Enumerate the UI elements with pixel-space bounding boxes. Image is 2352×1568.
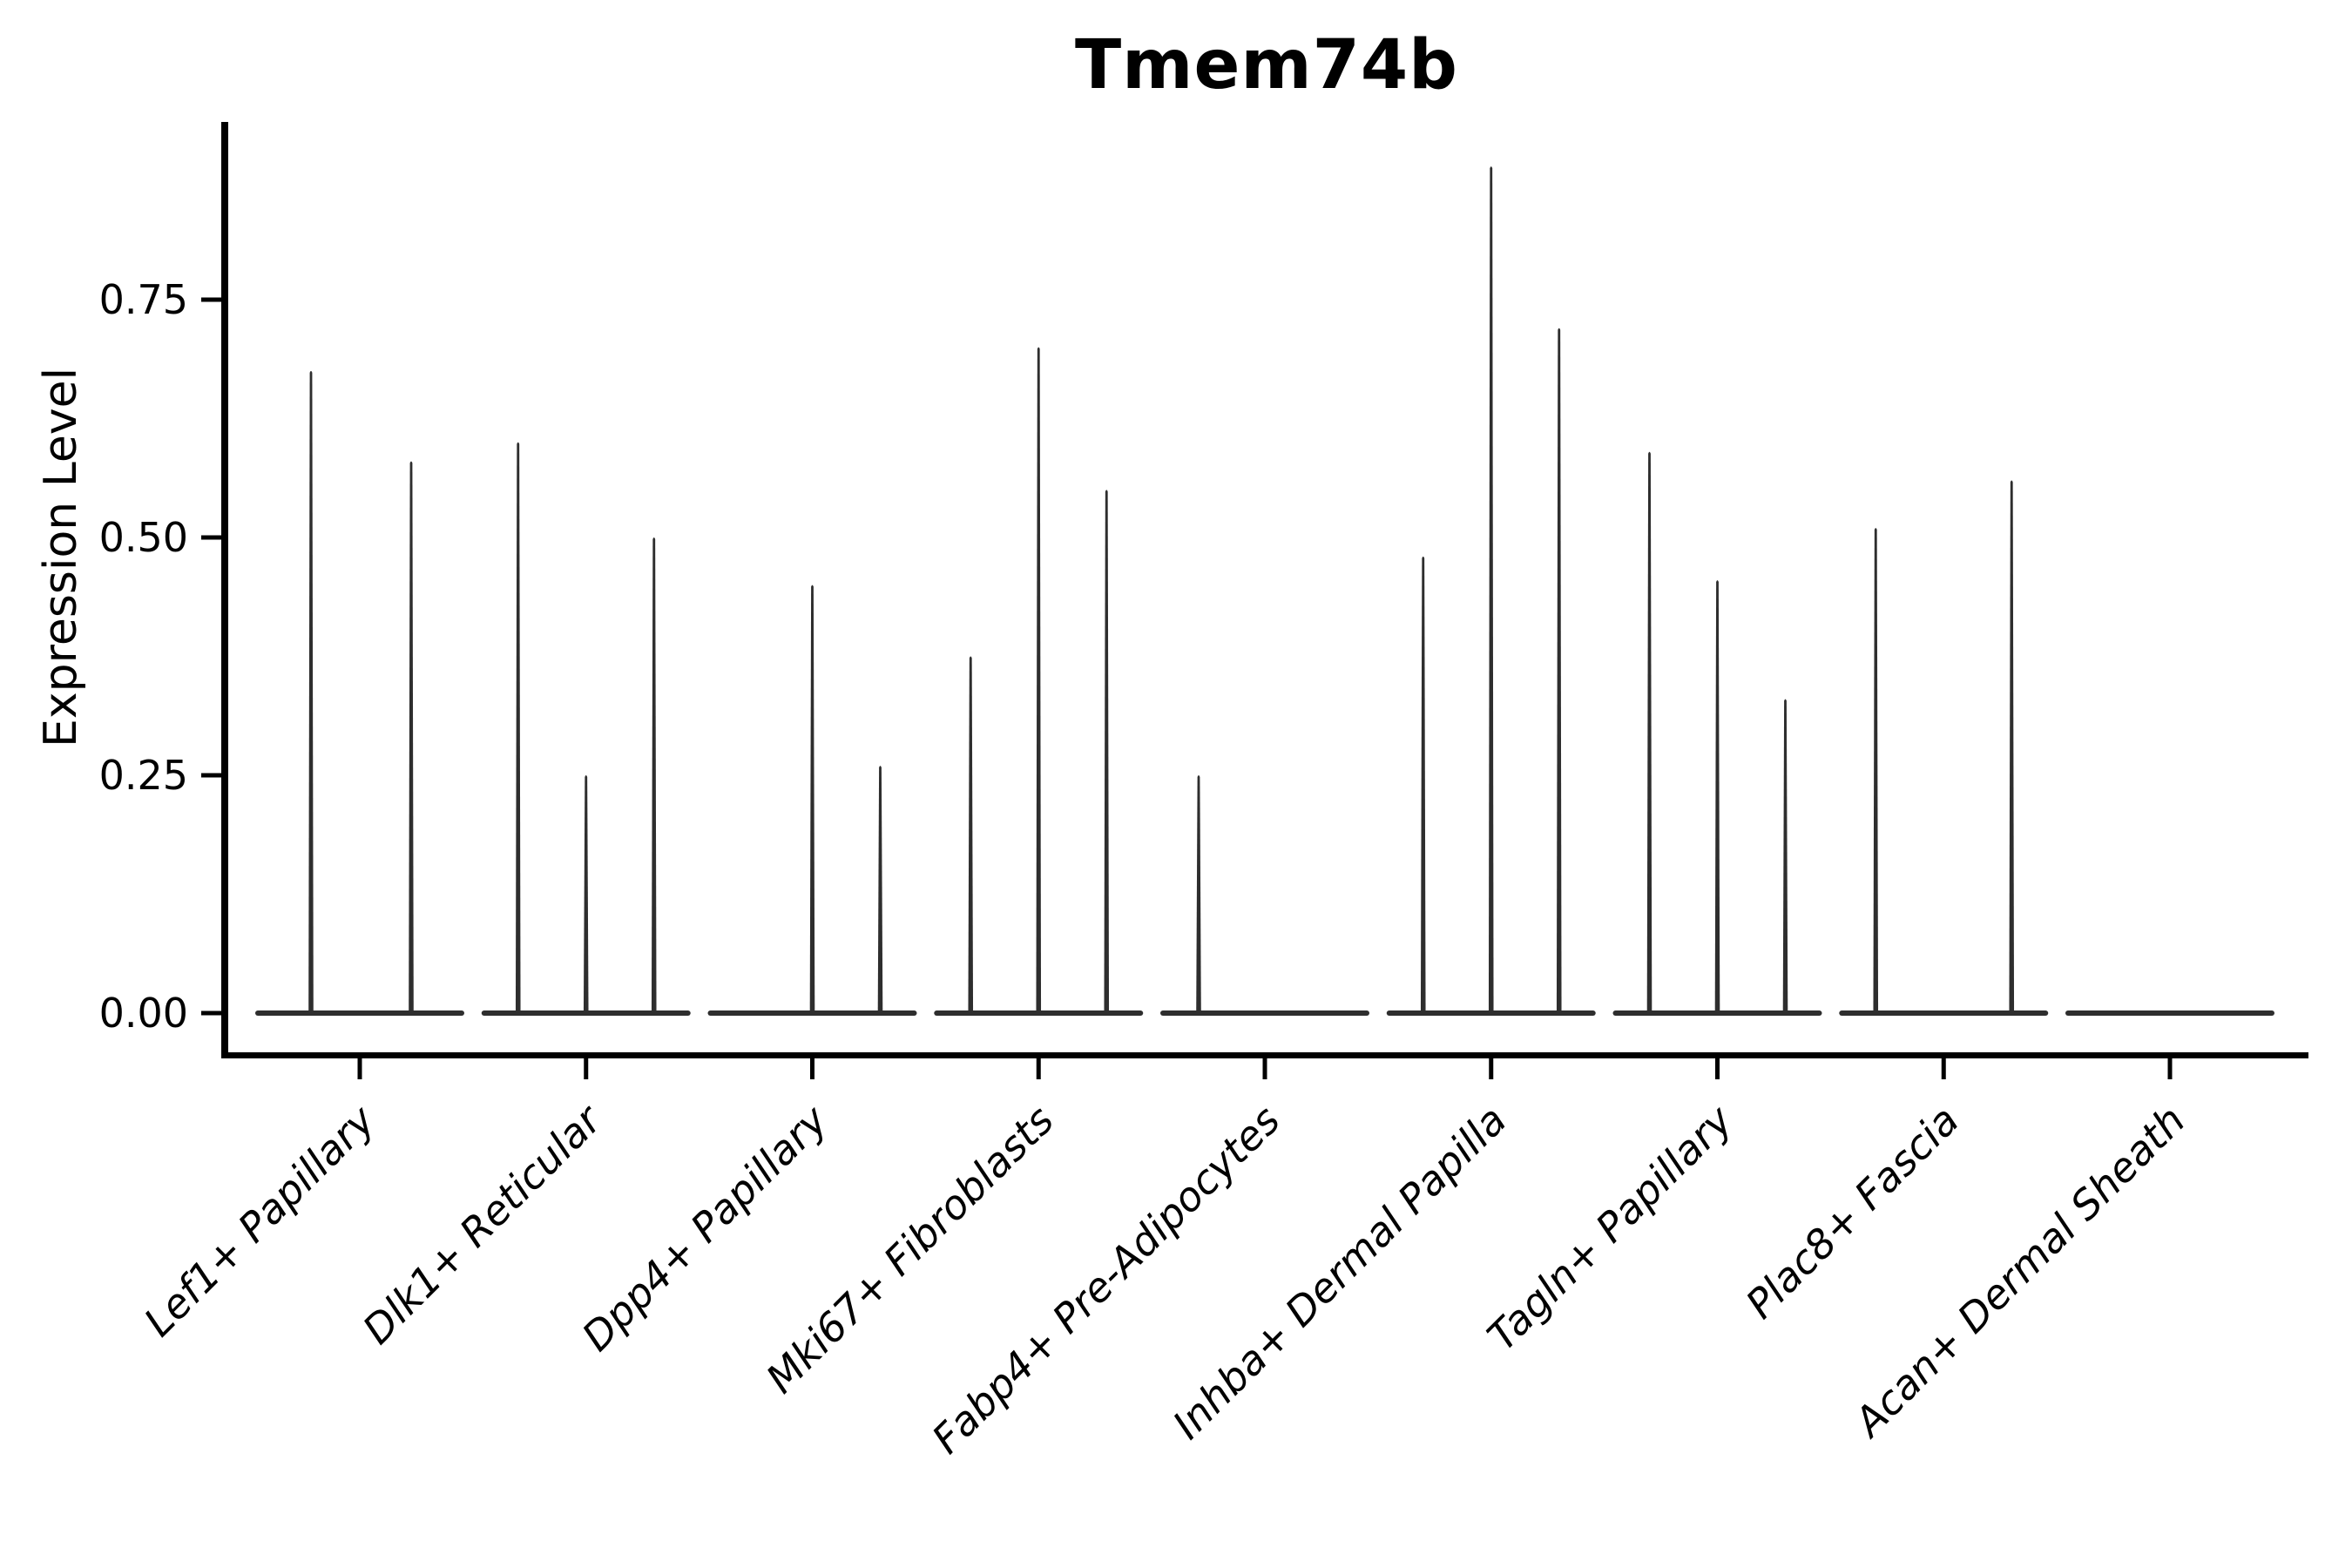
- x-tick-mark: [1262, 1058, 1267, 1079]
- x-tick-label: Dpp4+ Papillary: [573, 1096, 837, 1360]
- violin-needle: [1420, 556, 1426, 1013]
- y-tick-label: 0.75: [99, 276, 188, 323]
- violin-needle: [1714, 580, 1720, 1013]
- y-axis-spine: [221, 122, 228, 1058]
- y-tick-mark: [201, 773, 225, 778]
- violin-needle: [1873, 528, 1879, 1013]
- x-tick-mark: [357, 1058, 362, 1079]
- x-tick-label: Tagln+ Papillary: [1478, 1096, 1742, 1360]
- y-tick-label: 0.25: [99, 752, 188, 799]
- x-tick-label: Dlk1+ Reticular: [354, 1094, 612, 1353]
- violin-needle: [515, 442, 521, 1013]
- y-tick-label: 0.50: [99, 514, 188, 561]
- violin-needle: [1782, 699, 1788, 1013]
- y-tick-mark: [201, 297, 225, 302]
- violin-needle: [1646, 451, 1652, 1013]
- violin-needle: [877, 766, 883, 1013]
- violin-needle: [651, 537, 657, 1013]
- x-tick-mark: [1489, 1058, 1494, 1079]
- violin-needle: [409, 461, 414, 1013]
- x-tick-mark: [584, 1058, 589, 1079]
- violin-needle: [809, 585, 815, 1013]
- x-tick-mark: [1715, 1058, 1720, 1079]
- y-tick-mark: [201, 1010, 225, 1016]
- violin-needle: [1488, 166, 1494, 1013]
- x-tick-label: Lef1+ Papillary: [135, 1096, 384, 1345]
- violin-needle: [1036, 347, 1042, 1014]
- violin-needle: [968, 656, 974, 1013]
- x-tick-mark: [1036, 1058, 1041, 1079]
- violin-body: [1160, 1010, 1369, 1016]
- x-tick-mark: [1941, 1058, 1946, 1079]
- violin-body: [255, 1010, 464, 1016]
- violin-needle: [1196, 775, 1201, 1013]
- y-tick-label: 0.00: [99, 990, 188, 1037]
- violin-needle: [1104, 490, 1110, 1013]
- x-tick-label: Plac8+ Fascia: [1737, 1097, 1968, 1328]
- violin-body: [1839, 1010, 2049, 1016]
- chart-title: Tmem74b: [1074, 26, 1459, 105]
- violin-needle: [583, 775, 589, 1013]
- violin-needle: [308, 370, 314, 1013]
- violin-needle: [2009, 480, 2015, 1013]
- x-tick-mark: [2167, 1058, 2173, 1079]
- y-tick-mark: [201, 535, 225, 540]
- violin-needle: [1556, 328, 1562, 1013]
- x-axis-spine: [221, 1052, 2308, 1058]
- x-tick-mark: [810, 1058, 814, 1079]
- violin-body: [2065, 1010, 2274, 1016]
